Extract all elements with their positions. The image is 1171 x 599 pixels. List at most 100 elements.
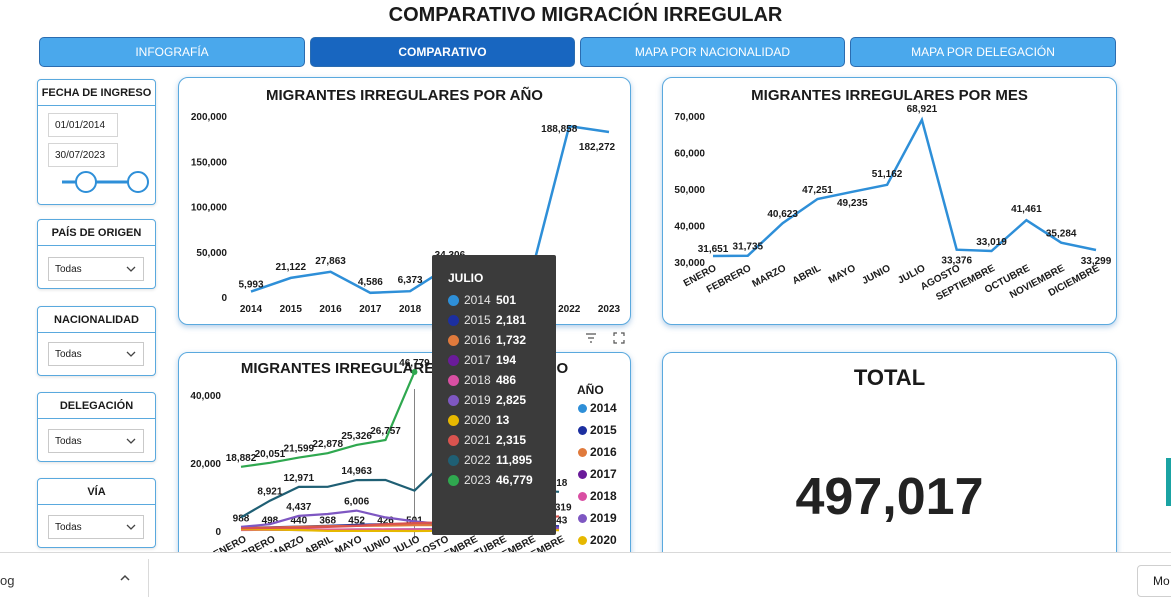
tooltip-year: 2021 — [464, 433, 491, 447]
chart-card-por-mes-anio: MIGRANTES IRREGULARES POR MES Y AÑO 0 20,… — [178, 352, 631, 567]
data-label: 18,882 — [226, 453, 257, 464]
series-line — [250, 124, 610, 295]
tooltip-row-2014: 2014 501 — [448, 290, 516, 310]
data-label: 20,051 — [255, 449, 286, 460]
data-label: 21,599 — [284, 444, 315, 455]
y-tick-label: 0 — [221, 293, 227, 304]
data-label: 35,284 — [1046, 229, 1077, 240]
tooltip-row-2015: 2015 2,181 — [448, 310, 526, 330]
delegacion-dropdown[interactable]: Todas — [48, 429, 144, 453]
chevron-down-icon — [126, 438, 136, 444]
legend-label: 2019 — [590, 511, 617, 525]
date-start-input[interactable]: 01/01/2014 — [48, 113, 118, 137]
scroll-indicator[interactable] — [1166, 458, 1171, 506]
legend-item-2017[interactable]: 2017 — [578, 465, 617, 483]
x-tick-label: 2014 — [240, 304, 263, 315]
divider — [148, 559, 149, 597]
legend-dot — [578, 469, 587, 479]
legend-item-2016[interactable]: 2016 — [578, 443, 617, 461]
tooltip-value: 194 — [496, 353, 517, 367]
y-tick-label: 70,000 — [674, 112, 705, 123]
total-card: TOTAL 497,017 — [662, 352, 1117, 567]
y-tick-label: 50,000 — [674, 185, 705, 196]
nacionalidad-dropdown-value: Todas — [55, 348, 82, 360]
filter-pais-origen: PAÍS DE ORIGEN Todas — [37, 219, 156, 289]
data-label: 22,878 — [312, 439, 343, 450]
chevron-down-icon — [126, 351, 136, 357]
filter-nacionalidad: NACIONALIDAD Todas — [37, 306, 156, 376]
tab-mapa-nacionalidad[interactable]: MAPA POR NACIONALIDAD — [580, 37, 845, 67]
tooltip-year: 2019 — [464, 393, 491, 407]
date-end-input[interactable]: 30/07/2023 — [48, 143, 118, 167]
tooltip-value: 46,779 — [496, 473, 533, 487]
x-tick-label: 2022 — [558, 304, 581, 315]
data-label: 27,863 — [315, 256, 346, 267]
legend-item-2020[interactable]: 2020 — [578, 531, 617, 549]
show-all-button[interactable]: Mo — [1137, 565, 1171, 597]
tab-infografia[interactable]: INFOGRAFÍA — [39, 37, 305, 67]
chart-title: MIGRANTES IRREGULARES POR AÑO — [266, 87, 543, 104]
pais-dropdown[interactable]: Todas — [48, 257, 144, 281]
data-label: 14,963 — [341, 466, 372, 477]
tooltip-value: 2,825 — [496, 393, 527, 407]
data-label: 31,651 — [698, 244, 729, 255]
tab-mapa-delegacion[interactable]: MAPA POR DELEGACIÓN — [850, 37, 1116, 67]
chart-title: MIGRANTES IRREGULARES POR MES — [751, 87, 1028, 104]
filter-fecha-ingreso: FECHA DE INGRESO 01/01/2014 30/07/2023 — [37, 79, 156, 205]
tooltip-row-2020: 2020 13 — [448, 410, 509, 430]
chart-card-por-mes: MIGRANTES IRREGULARES POR MES 30,000 40,0… — [662, 77, 1117, 325]
legend-item-2014[interactable]: 2014 — [578, 399, 617, 417]
filter-nacionalidad-title: NACIONALIDAD — [54, 314, 139, 326]
data-label: 5,993 — [238, 280, 263, 291]
tooltip-value: 486 — [496, 373, 517, 387]
chart-card-por-anio: MIGRANTES IRREGULARES POR AÑO 0 50,000 100… — [178, 77, 631, 325]
data-label: 6,373 — [398, 275, 423, 286]
date-range-slider[interactable] — [56, 169, 154, 195]
filter-pais-title: PAÍS DE ORIGEN — [51, 227, 142, 239]
via-dropdown[interactable]: Todas — [48, 515, 144, 539]
legend-item-2015[interactable]: 2015 — [578, 421, 617, 439]
legend-dot — [578, 447, 587, 457]
nacionalidad-dropdown[interactable]: Todas — [48, 342, 144, 366]
tooltip-dot — [448, 394, 459, 406]
legend-item-2019[interactable]: 2019 — [578, 509, 617, 527]
legend-label: 2018 — [590, 489, 617, 503]
y-tick-label: 40,000 — [190, 391, 221, 402]
data-label: 26,757 — [370, 426, 401, 437]
legend-dot — [578, 513, 587, 523]
focus-mode-icon[interactable] — [612, 331, 626, 345]
data-label: 452 — [348, 515, 365, 526]
y-tick-label: 150,000 — [191, 157, 228, 168]
tooltip-row-2017: 2017 194 — [448, 350, 516, 370]
tooltip-dot — [448, 354, 459, 366]
tooltip-row-2018: 2018 486 — [448, 370, 516, 390]
tooltip: JULIO 2014 501 2015 2,181 2016 1,732 2017 194 20… — [432, 255, 556, 535]
data-label: 33,019 — [976, 237, 1007, 248]
download-item-name[interactable]: og — [0, 573, 15, 588]
tab-comparativo[interactable]: COMPARATIVO — [310, 37, 575, 67]
chevron-down-icon — [126, 266, 136, 272]
legend-dot — [578, 403, 587, 413]
x-tick-label: 2016 — [319, 304, 342, 315]
filter-via-title: VÍA — [87, 486, 106, 498]
legend-item-2018[interactable]: 2018 — [578, 487, 617, 505]
data-label: 33,376 — [941, 256, 972, 267]
total-title: TOTAL — [853, 365, 926, 390]
tooltip-year: 2020 — [464, 413, 491, 427]
data-label: 8,921 — [257, 487, 282, 498]
legend-dot — [578, 535, 587, 545]
legend-label: 2014 — [590, 401, 617, 415]
filter-icon[interactable] — [584, 331, 598, 345]
tooltip-dot — [448, 374, 459, 386]
tooltip-value: 1,732 — [496, 333, 527, 347]
data-label: 443 — [551, 515, 568, 526]
y-tick-label: 0 — [215, 527, 221, 538]
x-tick-label: MAYO — [827, 263, 858, 286]
filter-delegacion: DELEGACIÓN Todas — [37, 392, 156, 462]
legend-label: 2020 — [590, 533, 617, 547]
tooltip-row-2016: 2016 1,732 — [448, 330, 526, 350]
filter-delegacion-title: DELEGACIÓN — [59, 400, 134, 412]
tooltip-value: 2,181 — [496, 313, 527, 327]
tooltip-dot — [448, 314, 459, 326]
chevron-up-icon[interactable] — [118, 571, 132, 585]
